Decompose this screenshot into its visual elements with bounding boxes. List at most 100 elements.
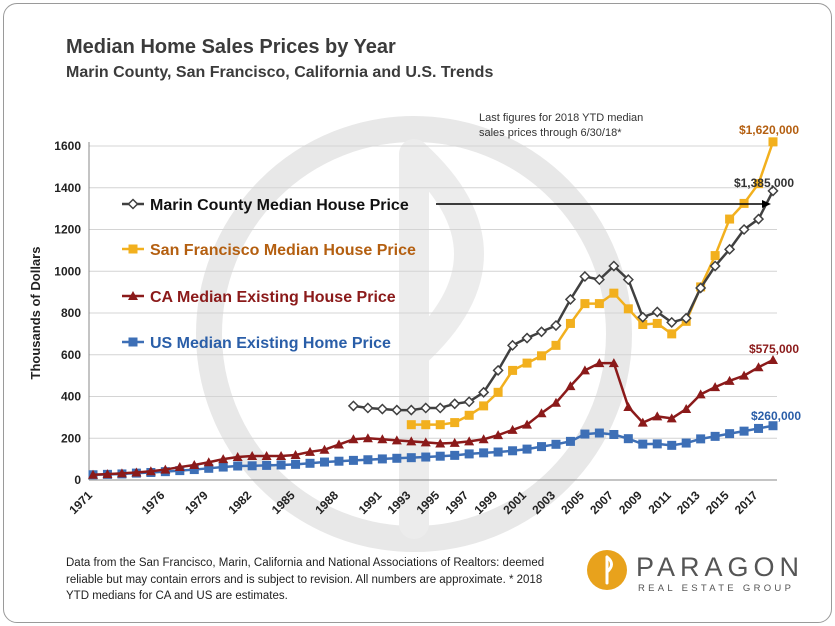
data-point	[537, 442, 547, 452]
data-point	[319, 457, 329, 467]
data-point	[564, 293, 577, 305]
data-point	[479, 401, 489, 411]
data-point	[305, 446, 316, 456]
data-point	[710, 251, 720, 261]
data-point	[391, 404, 403, 416]
data-point	[565, 381, 576, 391]
line-chart: 0 200 400 600 800 1000 1200 1400 1600 1971 1976 197…	[28, 116, 801, 552]
data-point	[754, 179, 764, 189]
data-point	[377, 454, 387, 464]
data-point	[391, 435, 402, 445]
x-tick-label: 2015	[703, 488, 732, 517]
data-point	[752, 213, 765, 225]
data-point	[478, 386, 490, 398]
watermark-logo	[196, 116, 632, 552]
data-point	[131, 467, 142, 477]
data-point	[565, 318, 575, 328]
data-point	[508, 365, 518, 375]
data-point	[291, 459, 301, 469]
data-point	[522, 358, 532, 368]
data-point	[319, 444, 330, 454]
data-point	[507, 424, 518, 434]
data-point	[347, 400, 359, 412]
data-point	[362, 433, 373, 443]
x-tick-label: 1976	[139, 488, 168, 517]
x-tick-label: 2009	[616, 488, 645, 517]
legend: Marin County Median House Price San Franc…	[122, 197, 771, 352]
logo-tagline: REAL ESTATE GROUP	[638, 583, 795, 594]
data-point	[218, 462, 228, 472]
ytd-note: Last figures for 2018 YTD median sales p…	[479, 112, 644, 140]
data-point	[420, 402, 432, 414]
data-point	[449, 398, 461, 410]
y-tick-label: 1200	[54, 223, 81, 237]
data-point	[405, 404, 417, 416]
data-point	[406, 453, 416, 463]
data-point	[550, 397, 561, 407]
data-point	[623, 304, 633, 314]
data-point	[449, 437, 460, 447]
chart-title: Median Home Sales Prices by Year	[66, 36, 396, 58]
data-point	[522, 444, 532, 454]
value-annotation: $260,000	[751, 409, 801, 423]
legend-label: San Francisco Median House Price	[150, 242, 416, 259]
legend-marker	[128, 291, 138, 300]
data-point	[551, 439, 561, 449]
data-point	[392, 453, 402, 463]
data-point	[622, 274, 634, 286]
series-layer	[88, 137, 779, 480]
data-point	[666, 413, 677, 423]
data-point	[420, 437, 431, 447]
data-point	[492, 364, 504, 376]
data-point	[377, 434, 388, 444]
data-point	[435, 438, 446, 448]
data-point	[233, 461, 243, 471]
data-point	[767, 185, 779, 197]
data-point	[724, 243, 736, 255]
footer-disclaimer: Data from the San Francisco, Marin, Cali…	[66, 557, 545, 603]
data-point	[493, 447, 503, 457]
data-point	[145, 466, 156, 476]
data-point	[507, 339, 519, 351]
data-point	[435, 420, 445, 430]
data-point	[535, 326, 548, 338]
data-point	[464, 436, 475, 446]
data-point	[551, 340, 561, 350]
legend-arrowhead	[762, 200, 771, 208]
data-point	[666, 316, 678, 328]
data-point	[189, 465, 199, 475]
legend-label: CA Median Existing House Price	[150, 289, 396, 306]
data-point	[102, 469, 113, 479]
y-tick-label: 400	[61, 390, 81, 404]
data-point	[464, 410, 474, 420]
data-point	[247, 450, 258, 460]
data-point	[696, 434, 706, 444]
data-point	[724, 375, 735, 385]
y-axis-label: Thousands of Dollars	[28, 247, 43, 380]
data-point	[565, 436, 575, 446]
x-tick-label: 1982	[225, 488, 254, 517]
data-point	[667, 329, 677, 339]
data-point	[493, 387, 503, 397]
data-point	[88, 469, 98, 479]
data-point	[421, 452, 431, 462]
data-point	[594, 299, 604, 309]
value-annotation: $1,385,000	[734, 176, 794, 190]
data-point	[421, 420, 431, 430]
data-point	[362, 402, 374, 414]
data-point	[579, 270, 591, 283]
data-point	[203, 457, 214, 467]
data-point	[204, 463, 214, 473]
data-point	[753, 362, 764, 372]
data-point	[262, 460, 272, 470]
data-point	[623, 434, 633, 444]
data-point	[725, 214, 735, 224]
data-point	[116, 468, 127, 478]
data-point	[594, 358, 605, 368]
data-point	[435, 451, 445, 461]
legend-marker	[128, 337, 138, 347]
data-point	[608, 358, 619, 368]
data-point	[768, 421, 778, 431]
data-point	[593, 274, 605, 286]
y-tick-label: 0	[74, 473, 81, 487]
